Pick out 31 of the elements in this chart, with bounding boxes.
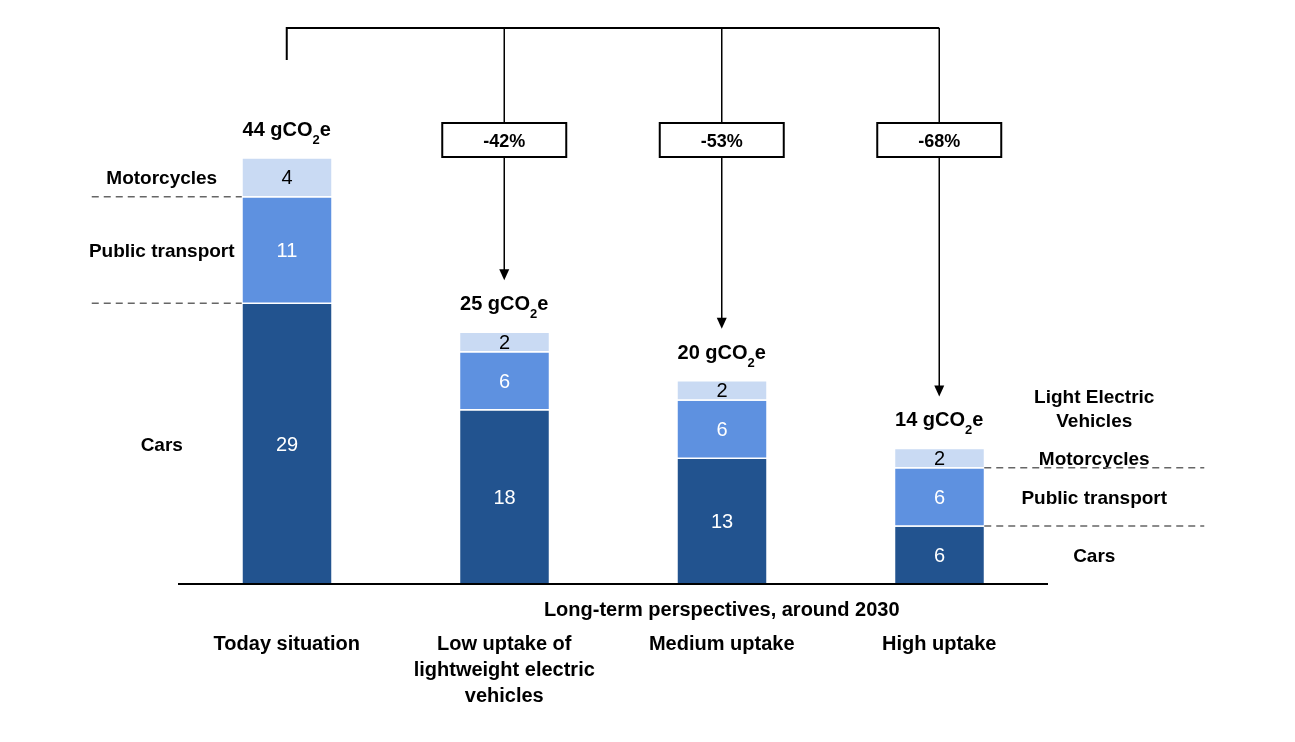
text: -42%: [483, 131, 526, 151]
text: -53%: [700, 131, 743, 151]
data-label: 2: [498, 331, 511, 354]
data-label: 4: [281, 166, 293, 189]
text: Motorcycles: [1038, 448, 1150, 470]
data-label: 2: [933, 447, 946, 470]
text: -68%: [918, 131, 961, 151]
data-label: 6: [933, 485, 946, 508]
total-label: 14 gCO$_{2}$e: [895, 408, 984, 437]
data-label: 11: [276, 239, 298, 262]
total-label: 25 gCO$_{2}$e: [460, 292, 549, 321]
data-label: 6: [716, 418, 728, 441]
text: Cars: [1073, 544, 1116, 566]
x-tick-label: Today situation: [213, 632, 360, 654]
series-label: Public transport: [88, 239, 236, 261]
x-tick-label: Medium uptake: [648, 632, 795, 654]
x-tick-label: High uptake: [882, 632, 997, 654]
text: Public transport: [1021, 486, 1168, 508]
annotation: Light Electric Vehicles: [1034, 386, 1155, 432]
data-label: 29: [275, 432, 299, 455]
data-label: 18: [493, 485, 516, 508]
data-label: 6: [933, 544, 946, 567]
data-label: 6: [498, 369, 511, 392]
total-label: 20 gCO$_{2}$e: [677, 340, 766, 370]
data-label: 13: [710, 510, 734, 533]
data-label: 2: [716, 379, 728, 402]
text: Cars: [140, 433, 183, 455]
series-label: Motorcycles: [106, 167, 218, 189]
x-tick-label: Low uptake of lightweight electric vehicles: [413, 632, 595, 706]
total-label: 44 gCO$_{2}$e: [242, 118, 331, 147]
text: Long-term perspectives, around 2030: [543, 598, 900, 620]
